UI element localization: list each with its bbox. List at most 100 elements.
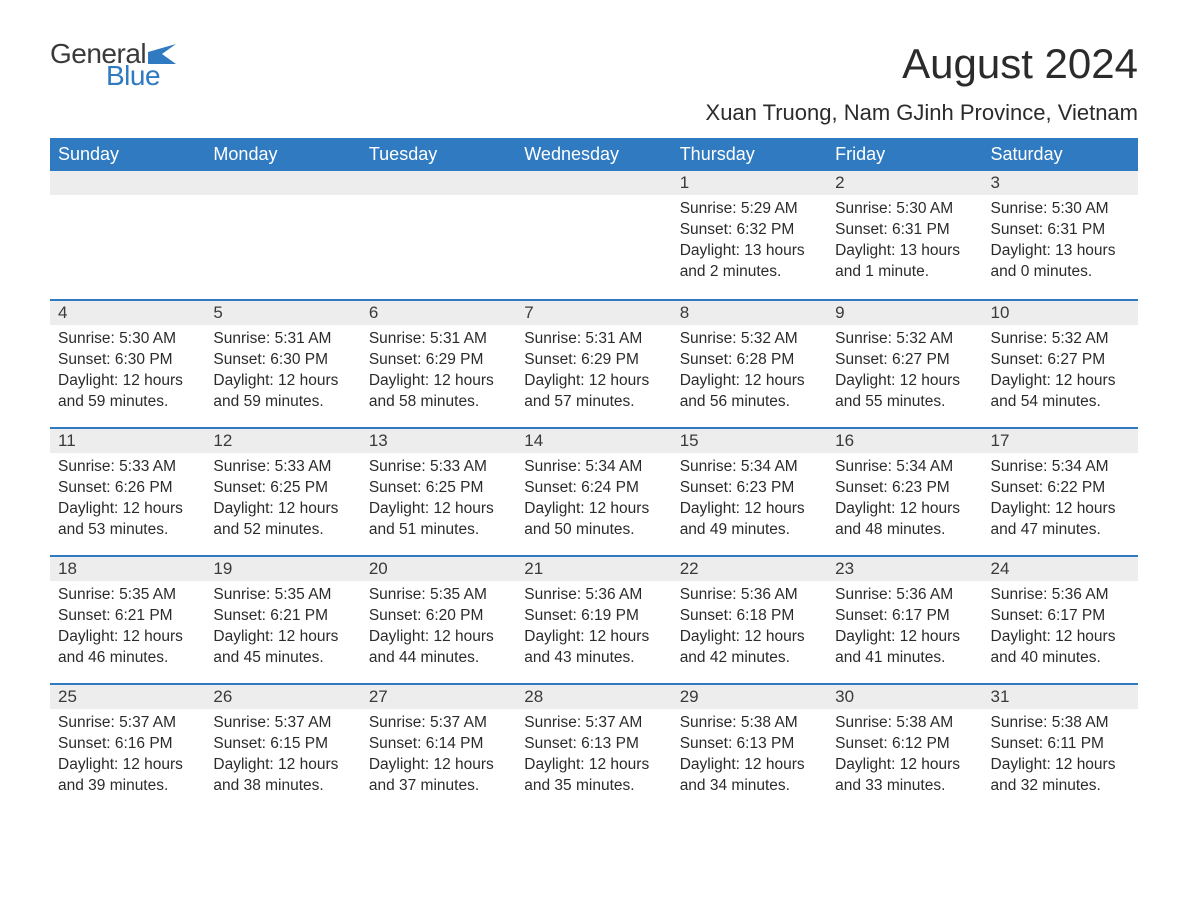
calendar-day-cell: 20 Sunrise: 5:35 AMSunset: 6:20 PMDayligh…	[361, 555, 516, 683]
sunset-line: Sunset: 6:25 PM	[213, 478, 352, 499]
day-content: Sunrise: 5:37 AMSunset: 6:13 PMDaylight:…	[516, 709, 671, 805]
day-number: 3	[983, 171, 1138, 195]
day-content: Sunrise: 5:31 AMSunset: 6:29 PMDaylight:…	[361, 325, 516, 421]
weekday-header: Sunday	[50, 138, 205, 171]
daylight-line: Daylight: 12 hours and 47 minutes.	[991, 499, 1130, 541]
logo-text-blue: Blue	[106, 62, 180, 90]
calendar-day-cell: 27Sunrise: 5:37 AMSunset: 6:14 PMDayligh…	[361, 683, 516, 811]
sunrise-line: Sunrise: 5:37 AM	[213, 713, 352, 734]
daylight-line: Daylight: 12 hours and 40 minutes.	[991, 627, 1130, 669]
daylight-line: Daylight: 12 hours and 45 minutes.	[213, 627, 352, 669]
day-content: Sunrise: 5:35 AMSunset: 6:21 PMDaylight:…	[205, 581, 360, 677]
day-content: Sunrise: 5:31 AMSunset: 6:30 PMDaylight:…	[205, 325, 360, 421]
day-content: Sunrise: 5:31 AMSunset: 6:29 PMDaylight:…	[516, 325, 671, 421]
sunrise-line: Sunrise: 5:35 AM	[213, 585, 352, 606]
sunrise-line: Sunrise: 5:34 AM	[524, 457, 663, 478]
daylight-line: Daylight: 12 hours and 52 minutes.	[213, 499, 352, 541]
calendar-day-cell: 28Sunrise: 5:37 AMSunset: 6:13 PMDayligh…	[516, 683, 671, 811]
sunrise-line: Sunrise: 5:38 AM	[680, 713, 819, 734]
sunset-line: Sunset: 6:31 PM	[991, 220, 1130, 241]
calendar-day-cell	[50, 171, 205, 299]
calendar-day-cell: 16Sunrise: 5:34 AMSunset: 6:23 PMDayligh…	[827, 427, 982, 555]
sunset-line: Sunset: 6:21 PM	[213, 606, 352, 627]
day-number: 21	[516, 555, 671, 581]
day-content: Sunrise: 5:35 AMSunset: 6:21 PMDaylight:…	[50, 581, 205, 677]
day-number: 13	[361, 427, 516, 453]
sunset-line: Sunset: 6:14 PM	[369, 734, 508, 755]
day-number: 2	[827, 171, 982, 195]
sunset-line: Sunset: 6:29 PM	[524, 350, 663, 371]
daylight-line: Daylight: 12 hours and 55 minutes.	[835, 371, 974, 413]
day-number-bar-empty	[516, 171, 671, 195]
calendar-day-cell: 2Sunrise: 5:30 AMSunset: 6:31 PMDaylight…	[827, 171, 982, 299]
day-content: Sunrise: 5:33 AMSunset: 6:25 PMDaylight:…	[205, 453, 360, 549]
calendar-day-cell: 13Sunrise: 5:33 AMSunset: 6:25 PMDayligh…	[361, 427, 516, 555]
sunset-line: Sunset: 6:17 PM	[991, 606, 1130, 627]
day-content: Sunrise: 5:33 AMSunset: 6:26 PMDaylight:…	[50, 453, 205, 549]
daylight-line: Daylight: 12 hours and 34 minutes.	[680, 755, 819, 797]
day-number-bar-empty	[361, 171, 516, 195]
day-content: Sunrise: 5:38 AMSunset: 6:11 PMDaylight:…	[983, 709, 1138, 805]
sunrise-line: Sunrise: 5:30 AM	[991, 199, 1130, 220]
daylight-line: Daylight: 12 hours and 59 minutes.	[213, 371, 352, 413]
day-number: 5	[205, 299, 360, 325]
calendar-day-cell: 4Sunrise: 5:30 AMSunset: 6:30 PMDaylight…	[50, 299, 205, 427]
day-number: 29	[672, 683, 827, 709]
sunset-line: Sunset: 6:12 PM	[835, 734, 974, 755]
day-number: 20	[361, 555, 516, 581]
header: General Blue August 2024	[50, 40, 1138, 90]
daylight-line: Daylight: 12 hours and 43 minutes.	[524, 627, 663, 669]
sunset-line: Sunset: 6:21 PM	[58, 606, 197, 627]
sunset-line: Sunset: 6:28 PM	[680, 350, 819, 371]
weekday-header-row: SundayMondayTuesdayWednesdayThursdayFrid…	[50, 138, 1138, 171]
day-content: Sunrise: 5:36 AMSunset: 6:17 PMDaylight:…	[983, 581, 1138, 677]
calendar-day-cell: 24Sunrise: 5:36 AMSunset: 6:17 PMDayligh…	[983, 555, 1138, 683]
daylight-line: Daylight: 12 hours and 57 minutes.	[524, 371, 663, 413]
sunrise-line: Sunrise: 5:34 AM	[680, 457, 819, 478]
sunrise-line: Sunrise: 5:32 AM	[680, 329, 819, 350]
sunset-line: Sunset: 6:20 PM	[369, 606, 508, 627]
day-content: Sunrise: 5:34 AMSunset: 6:23 PMDaylight:…	[672, 453, 827, 549]
sunset-line: Sunset: 6:19 PM	[524, 606, 663, 627]
day-number: 19	[205, 555, 360, 581]
day-number: 26	[205, 683, 360, 709]
sunrise-line: Sunrise: 5:31 AM	[524, 329, 663, 350]
calendar-week-row: 1Sunrise: 5:29 AMSunset: 6:32 PMDaylight…	[50, 171, 1138, 299]
daylight-line: Daylight: 12 hours and 54 minutes.	[991, 371, 1130, 413]
sunrise-line: Sunrise: 5:31 AM	[369, 329, 508, 350]
daylight-line: Daylight: 12 hours and 51 minutes.	[369, 499, 508, 541]
day-number: 12	[205, 427, 360, 453]
day-content: Sunrise: 5:32 AMSunset: 6:27 PMDaylight:…	[983, 325, 1138, 421]
day-content: Sunrise: 5:32 AMSunset: 6:28 PMDaylight:…	[672, 325, 827, 421]
day-content: Sunrise: 5:36 AMSunset: 6:18 PMDaylight:…	[672, 581, 827, 677]
sunrise-line: Sunrise: 5:36 AM	[680, 585, 819, 606]
sunrise-line: Sunrise: 5:33 AM	[58, 457, 197, 478]
sunset-line: Sunset: 6:22 PM	[991, 478, 1130, 499]
daylight-line: Daylight: 12 hours and 44 minutes.	[369, 627, 508, 669]
calendar-day-cell: 17Sunrise: 5:34 AMSunset: 6:22 PMDayligh…	[983, 427, 1138, 555]
sunrise-line: Sunrise: 5:36 AM	[524, 585, 663, 606]
day-number: 17	[983, 427, 1138, 453]
calendar-day-cell: 10Sunrise: 5:32 AMSunset: 6:27 PMDayligh…	[983, 299, 1138, 427]
calendar-day-cell: 3Sunrise: 5:30 AMSunset: 6:31 PMDaylight…	[983, 171, 1138, 299]
weekday-header: Saturday	[983, 138, 1138, 171]
daylight-line: Daylight: 12 hours and 42 minutes.	[680, 627, 819, 669]
sunset-line: Sunset: 6:30 PM	[213, 350, 352, 371]
sunset-line: Sunset: 6:27 PM	[991, 350, 1130, 371]
day-content: Sunrise: 5:37 AMSunset: 6:15 PMDaylight:…	[205, 709, 360, 805]
day-content: Sunrise: 5:38 AMSunset: 6:12 PMDaylight:…	[827, 709, 982, 805]
title-block: August 2024	[902, 40, 1138, 88]
day-number: 4	[50, 299, 205, 325]
sunrise-line: Sunrise: 5:37 AM	[524, 713, 663, 734]
daylight-line: Daylight: 12 hours and 32 minutes.	[991, 755, 1130, 797]
daylight-line: Daylight: 13 hours and 2 minutes.	[680, 241, 819, 283]
sunset-line: Sunset: 6:24 PM	[524, 478, 663, 499]
calendar-day-cell: 25Sunrise: 5:37 AMSunset: 6:16 PMDayligh…	[50, 683, 205, 811]
calendar-week-row: 18Sunrise: 5:35 AMSunset: 6:21 PMDayligh…	[50, 555, 1138, 683]
sunrise-line: Sunrise: 5:35 AM	[369, 585, 508, 606]
calendar-table: SundayMondayTuesdayWednesdayThursdayFrid…	[50, 138, 1138, 811]
day-number: 27	[361, 683, 516, 709]
sunset-line: Sunset: 6:15 PM	[213, 734, 352, 755]
logo: General Blue	[50, 40, 180, 90]
calendar-day-cell: 26Sunrise: 5:37 AMSunset: 6:15 PMDayligh…	[205, 683, 360, 811]
